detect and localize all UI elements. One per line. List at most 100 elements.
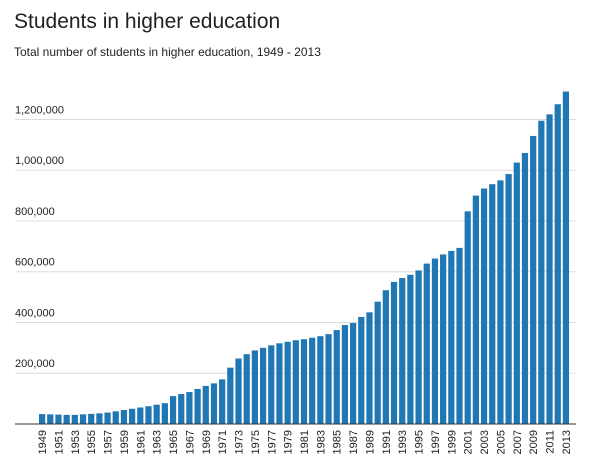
- bar: [554, 104, 561, 425]
- chart-title: Students in higher education: [14, 10, 280, 33]
- x-tick-label: 1955: [86, 430, 98, 454]
- bar: [63, 414, 70, 424]
- bar: [562, 91, 570, 425]
- x-tick-label: 1973: [234, 430, 246, 454]
- x-tick-label: 1963: [152, 430, 164, 454]
- bar: [79, 414, 87, 424]
- bar: [497, 180, 504, 424]
- bar: [349, 322, 357, 424]
- bar: [325, 334, 332, 424]
- bar: [440, 254, 447, 424]
- bar: [390, 281, 398, 424]
- bar: [456, 247, 463, 424]
- x-tick-label: 2009: [528, 430, 540, 454]
- x-tick-label: 1953: [70, 430, 82, 454]
- bar: [538, 120, 545, 425]
- bar: [88, 413, 95, 424]
- bar: [259, 347, 267, 424]
- bar: [333, 330, 340, 424]
- x-tick-label: 1985: [332, 430, 344, 454]
- bar: [120, 410, 128, 424]
- x-tick-label: 1961: [135, 430, 147, 454]
- x-tick-label: 1993: [397, 430, 409, 454]
- bar: [366, 312, 373, 424]
- x-tick-label: 2001: [463, 430, 475, 454]
- bar: [219, 379, 226, 424]
- bar: [284, 341, 291, 424]
- bar: [513, 162, 520, 424]
- bar: [96, 413, 103, 424]
- bar: [202, 385, 209, 424]
- bar: [317, 336, 324, 424]
- x-tick-label: 2011: [545, 430, 557, 454]
- x-tick-label: 1989: [364, 430, 376, 454]
- x-tick-label: 1983: [315, 430, 327, 454]
- bar: [276, 343, 283, 424]
- x-tick-label: 2003: [479, 430, 491, 454]
- bar: [268, 345, 275, 424]
- bar: [472, 195, 479, 424]
- x-tick-label: 2007: [512, 430, 524, 454]
- bar: [145, 406, 152, 424]
- bar: [448, 250, 455, 424]
- bar: [235, 358, 242, 424]
- x-tick-label: 1979: [283, 430, 295, 454]
- bar: [546, 114, 553, 424]
- bar: [431, 258, 439, 424]
- bar: [530, 135, 537, 425]
- bar: [292, 340, 299, 424]
- bar: [186, 392, 193, 424]
- x-tick-label: 1951: [53, 430, 65, 454]
- y-tick-label: 200,000: [15, 358, 55, 370]
- y-tick-label: 400,000: [15, 307, 55, 319]
- bar: [382, 290, 389, 424]
- bar: [178, 394, 185, 424]
- bar: [38, 414, 46, 424]
- bar: [251, 350, 259, 424]
- bar: [300, 339, 308, 424]
- x-tick-label: 1967: [184, 430, 196, 454]
- chart-subtitle: Total number of students in higher educa…: [14, 45, 321, 59]
- bar: [464, 211, 471, 424]
- bar: [47, 414, 54, 424]
- x-tick-label: 1981: [299, 430, 311, 454]
- y-tick-label: 800,000: [15, 206, 55, 218]
- bar: [104, 412, 111, 424]
- bar: [161, 403, 168, 424]
- x-tick-label: 2005: [495, 430, 507, 454]
- bar: [423, 263, 430, 424]
- bar: [112, 411, 119, 424]
- x-tick-label: 1997: [430, 430, 442, 454]
- bar: [243, 354, 250, 424]
- bar: [129, 408, 136, 424]
- bar: [169, 396, 177, 424]
- x-tick-label: 1971: [217, 430, 229, 454]
- bar: [341, 325, 349, 424]
- x-tick-label: 1949: [37, 430, 49, 454]
- x-tick-label: 1991: [381, 430, 393, 454]
- x-tick-label: 2013: [561, 430, 573, 454]
- bar: [194, 388, 201, 424]
- bar: [521, 152, 529, 425]
- y-tick-label: 600,000: [15, 257, 55, 269]
- bar: [227, 367, 234, 424]
- y-tick-label: 1,200,000: [15, 104, 64, 116]
- x-tick-label: 1965: [168, 430, 180, 454]
- x-tick-label: 1975: [250, 430, 262, 454]
- x-tick-label: 1987: [348, 430, 360, 454]
- bar: [210, 383, 218, 424]
- bar: [55, 414, 62, 424]
- x-tick-label: 1957: [103, 430, 115, 454]
- bar: [374, 301, 381, 424]
- bar: [309, 337, 316, 424]
- bar: [415, 270, 422, 424]
- y-tick-label: 1,000,000: [15, 155, 64, 167]
- x-tick-label: 1999: [446, 430, 458, 454]
- x-tick-label: 1959: [119, 430, 131, 454]
- bar: [505, 174, 512, 424]
- bar: [137, 407, 144, 424]
- bar: [480, 188, 488, 424]
- x-tick-label: 1977: [266, 430, 278, 454]
- bar: [399, 278, 406, 424]
